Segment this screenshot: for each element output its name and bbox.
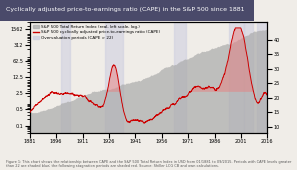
Bar	[229, 22, 244, 133]
Bar	[105, 22, 123, 133]
Bar	[174, 22, 186, 133]
Text: Cyclically adjusted price-to-earnings ratio (CAPE) in the S&P 500 since 1881: Cyclically adjusted price-to-earnings ra…	[6, 7, 244, 12]
Bar	[61, 22, 70, 133]
Bar	[244, 22, 253, 133]
Text: Figure 1: This chart shows the relationship between CAPE and the S&P 500 Total R: Figure 1: This chart shows the relations…	[6, 160, 291, 168]
Legend: S&P 500 Total Return Index (real, left scale, log.), S&P 500 cyclically adjusted: S&P 500 Total Return Index (real, left s…	[32, 24, 161, 40]
Bar	[257, 22, 267, 133]
